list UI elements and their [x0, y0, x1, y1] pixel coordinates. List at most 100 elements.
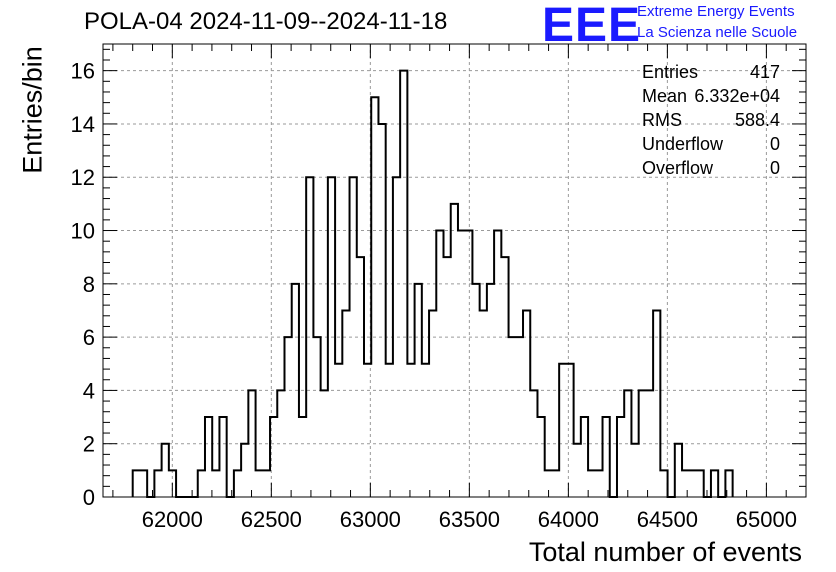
- eee-logo: EEE: [542, 0, 642, 52]
- plot-frame: [102, 43, 807, 498]
- histogram-bin: [422, 364, 429, 497]
- stat-overflow-value: 0: [769, 158, 780, 178]
- histogram-bin: [588, 470, 595, 497]
- histogram-bin: [559, 364, 566, 497]
- histogram-bin: [415, 284, 422, 497]
- stat-rms-value: 588.4: [734, 110, 780, 130]
- histogram-bin: [364, 364, 371, 497]
- y-axis-label: Entries/bin: [17, 46, 48, 174]
- histogram-bin: [472, 284, 479, 497]
- chart-title: POLA-04 2024-11-09--2024-11-18: [84, 8, 448, 35]
- histogram-bin: [313, 337, 320, 497]
- y-tick-label: 2: [83, 432, 95, 457]
- histogram-bin: [133, 470, 140, 497]
- histogram-bin: [523, 310, 530, 497]
- x-tick-label: 62000: [142, 507, 203, 532]
- x-tick-label: 63500: [439, 507, 500, 532]
- histogram-bin: [689, 470, 696, 497]
- histogram-bin: [595, 470, 602, 497]
- histogram-bin: [682, 470, 689, 497]
- histogram-bin: [653, 310, 660, 497]
- histogram-bin: [306, 177, 313, 497]
- histogram-bin: [328, 177, 335, 497]
- histogram-bin: [675, 444, 682, 497]
- histogram-bin: [393, 177, 400, 497]
- histogram-bin: [566, 364, 573, 497]
- histogram-bin: [205, 417, 212, 497]
- histogram-bin: [646, 390, 653, 497]
- histogram-bin: [284, 337, 291, 497]
- histogram-bin: [154, 470, 161, 497]
- y-tick-label: 12: [71, 165, 95, 190]
- histogram-bin: [321, 390, 328, 497]
- histogram-bin: [342, 310, 349, 497]
- histogram-bin: [234, 470, 241, 497]
- stat-rms: RMS 588.4: [642, 108, 780, 132]
- histogram-bin: [444, 257, 451, 497]
- histogram-bin: [639, 390, 646, 497]
- histogram-bin: [400, 71, 407, 497]
- histogram-bin: [660, 470, 667, 497]
- histogram-bin: [357, 257, 364, 497]
- y-tick-label: 14: [71, 112, 95, 137]
- histogram-bin: [711, 470, 718, 497]
- histogram-bin: [378, 124, 385, 497]
- stat-rms-label: RMS: [642, 110, 682, 130]
- stat-underflow-value: 0: [769, 134, 780, 154]
- x-tick-label: 64000: [538, 507, 599, 532]
- histogram-bin: [162, 444, 169, 497]
- stat-underflow: Underflow 0: [642, 132, 780, 156]
- y-tick-label: 4: [83, 378, 95, 403]
- histogram-bin: [241, 444, 248, 497]
- histogram-bin: [292, 284, 299, 497]
- histogram-bin: [451, 204, 458, 497]
- x-tick-label: 63000: [340, 507, 401, 532]
- stat-entries-value: 417: [749, 62, 780, 82]
- histogram-bin: [386, 364, 393, 497]
- logo-line-2: La Scienza nelle Scuole: [637, 24, 798, 41]
- axes: 62000 62500 63000 63500 64000 64500 65000 0 2 4 6 8…: [71, 43, 807, 532]
- x-tick-label: 64500: [637, 507, 698, 532]
- histogram-bin: [624, 390, 631, 497]
- histogram-bin: [487, 284, 494, 497]
- histogram-bin: [277, 390, 284, 497]
- histogram-bin: [299, 417, 306, 497]
- histogram-bin: [509, 337, 516, 497]
- stat-entries-label: Entries: [642, 62, 699, 82]
- x-axis-label: Total number of events: [528, 537, 802, 567]
- histogram-outline: [131, 69, 734, 498]
- stats-box: Entries 417 Mean 6.332e+04 RMS 588.4 Und…: [642, 60, 780, 180]
- histogram-bin: [696, 470, 703, 497]
- histogram-bin: [501, 257, 508, 497]
- stat-overflow: Overflow 0: [642, 156, 780, 180]
- histogram-bin: [574, 444, 581, 497]
- y-tick-label: 16: [71, 59, 95, 84]
- histogram-bin: [617, 417, 624, 497]
- stat-underflow-label: Underflow: [642, 134, 724, 154]
- histogram-bin: [436, 231, 443, 497]
- histogram-bin: [458, 231, 465, 497]
- histogram-bin: [212, 470, 219, 497]
- stat-overflow-label: Overflow: [642, 158, 714, 178]
- stat-entries: Entries 417: [642, 60, 780, 84]
- y-tick-label: 8: [83, 272, 95, 297]
- histogram-bin: [335, 364, 342, 497]
- histogram-bin: [198, 470, 205, 497]
- histogram-bin: [552, 470, 559, 497]
- histogram-bin: [256, 470, 263, 497]
- histogram-bin: [140, 470, 147, 497]
- histogram-bin: [371, 97, 378, 497]
- histogram-bin: [407, 364, 414, 497]
- stat-mean-label: Mean: [642, 86, 688, 106]
- histogram-bin: [263, 470, 270, 497]
- x-tick-label: 65000: [736, 507, 797, 532]
- histogram-bin: [248, 390, 255, 497]
- histogram-bin: [494, 231, 501, 497]
- histogram-bin: [631, 444, 638, 497]
- histogram-bin: [350, 177, 357, 497]
- x-tick-label: 62500: [241, 507, 302, 532]
- histogram-bin: [530, 390, 537, 497]
- histogram-bin: [429, 310, 436, 497]
- stat-mean-value: 6.332e+04: [694, 86, 780, 106]
